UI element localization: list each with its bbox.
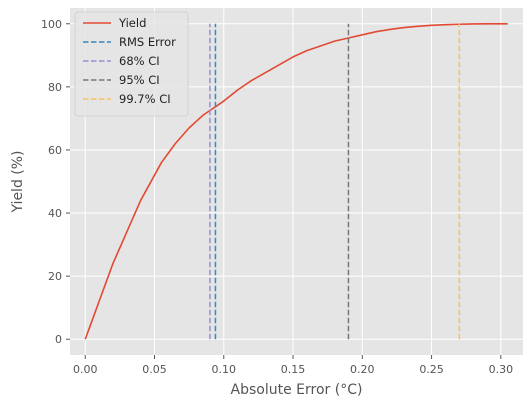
x-tick-label: 0.15	[281, 363, 306, 376]
y-axis-label: Yield (%)	[10, 150, 26, 213]
x-tick-label: 0.00	[73, 363, 98, 376]
y-tick-label: 40	[48, 207, 62, 220]
axis-ticks: 0.00 0.05 0.10 0.15 0.20 0.25 0.30 0 20 40 60 80 100	[41, 18, 513, 376]
x-tick-label: 0.30	[489, 363, 514, 376]
x-axis-label: Absolute Error (°C)	[231, 382, 363, 398]
y-tick-label: 60	[48, 144, 62, 157]
x-tick-label: 0.05	[142, 363, 167, 376]
y-tick-label: 80	[48, 81, 62, 94]
x-tick-label: 0.25	[419, 363, 444, 376]
legend-label: 99.7% CI	[119, 92, 171, 106]
legend-frame	[74, 11, 189, 117]
x-tick-label: 0.20	[350, 363, 375, 376]
y-tick-label: 20	[48, 270, 62, 283]
legend-label: 95% CI	[119, 73, 160, 87]
legend: Yield RMS Error 68% CI 95% CI 99.7% CI	[74, 11, 189, 117]
legend-label: RMS Error	[119, 35, 176, 49]
legend-label: Yield	[118, 16, 146, 30]
legend-label: 68% CI	[119, 54, 160, 68]
grid-lines	[70, 8, 523, 355]
series-line-yield	[84, 22, 508, 340]
y-tick-label: 0	[55, 333, 62, 346]
y-tick-label: 100	[41, 18, 62, 31]
x-tick-label: 0.10	[212, 363, 237, 376]
series-layer	[84, 22, 508, 340]
